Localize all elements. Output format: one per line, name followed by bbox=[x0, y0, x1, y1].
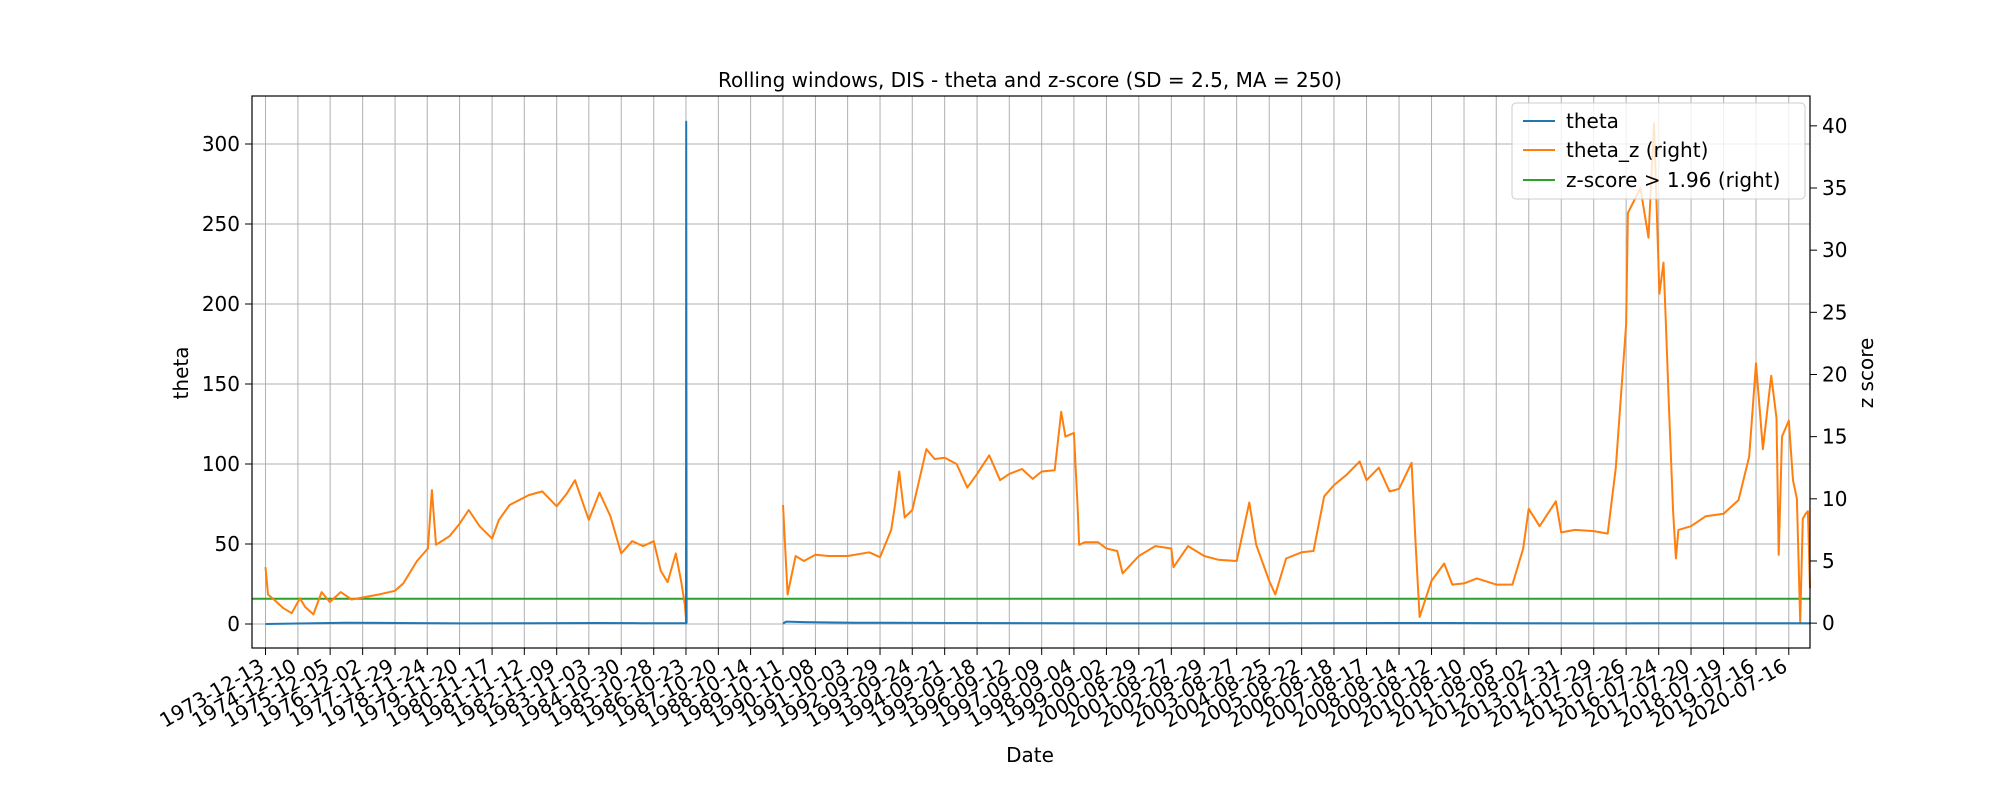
y-right-tick-label: 20 bbox=[1822, 362, 1847, 386]
y-tick-label: 300 bbox=[202, 132, 240, 156]
y-tick-label: 50 bbox=[215, 532, 240, 556]
y-tick-label: 250 bbox=[202, 212, 240, 236]
y-right-tick-label: 40 bbox=[1822, 114, 1847, 138]
left-axis: 0 50 100 150 200 250 300 bbox=[202, 132, 252, 636]
y-axis-label: theta bbox=[169, 347, 193, 400]
series-line-theta bbox=[265, 120, 688, 625]
grid bbox=[252, 96, 1810, 648]
y-right-tick-label: 35 bbox=[1822, 176, 1847, 200]
y-tick-label: 150 bbox=[202, 372, 240, 396]
x-axis: 1973-12-131974-12-101975-12-051976-12-02… bbox=[155, 648, 1791, 732]
y-tick-label: 100 bbox=[202, 452, 240, 476]
series-line-theta bbox=[782, 620, 1810, 625]
right-axis: 0 5 10 15 20 25 30 35 40 bbox=[1810, 114, 1847, 635]
legend-box bbox=[1511, 102, 1806, 200]
y-right-tick-label: 5 bbox=[1822, 549, 1835, 573]
y-axis-label-right: z score bbox=[1854, 338, 1878, 409]
y-right-tick-label: 0 bbox=[1822, 611, 1835, 635]
legend-label-theta: theta bbox=[1566, 109, 1619, 133]
y-right-tick-label: 15 bbox=[1822, 425, 1847, 449]
legend-label-theta-z: theta_z (right) bbox=[1566, 138, 1708, 162]
series-line-theta-z-right bbox=[264, 479, 687, 619]
series-layer bbox=[252, 120, 1811, 625]
y-tick-label: 0 bbox=[227, 612, 240, 636]
chart-title: Rolling windows, DIS - theta and z-score… bbox=[718, 68, 1342, 92]
y-right-tick-label: 25 bbox=[1822, 300, 1847, 324]
y-tick-label: 200 bbox=[202, 292, 240, 316]
y-right-tick-label: 30 bbox=[1822, 238, 1847, 262]
legend-label-threshold: z-score > 1.96 (right) bbox=[1566, 168, 1780, 192]
plot-frame bbox=[251, 95, 1811, 649]
y-right-tick-label: 10 bbox=[1822, 487, 1847, 511]
x-axis-label: Date bbox=[1006, 743, 1054, 767]
series-line-theta-z-right bbox=[782, 122, 1811, 623]
legend: theta theta_z (right) z-score > 1.96 (ri… bbox=[1511, 102, 1806, 200]
